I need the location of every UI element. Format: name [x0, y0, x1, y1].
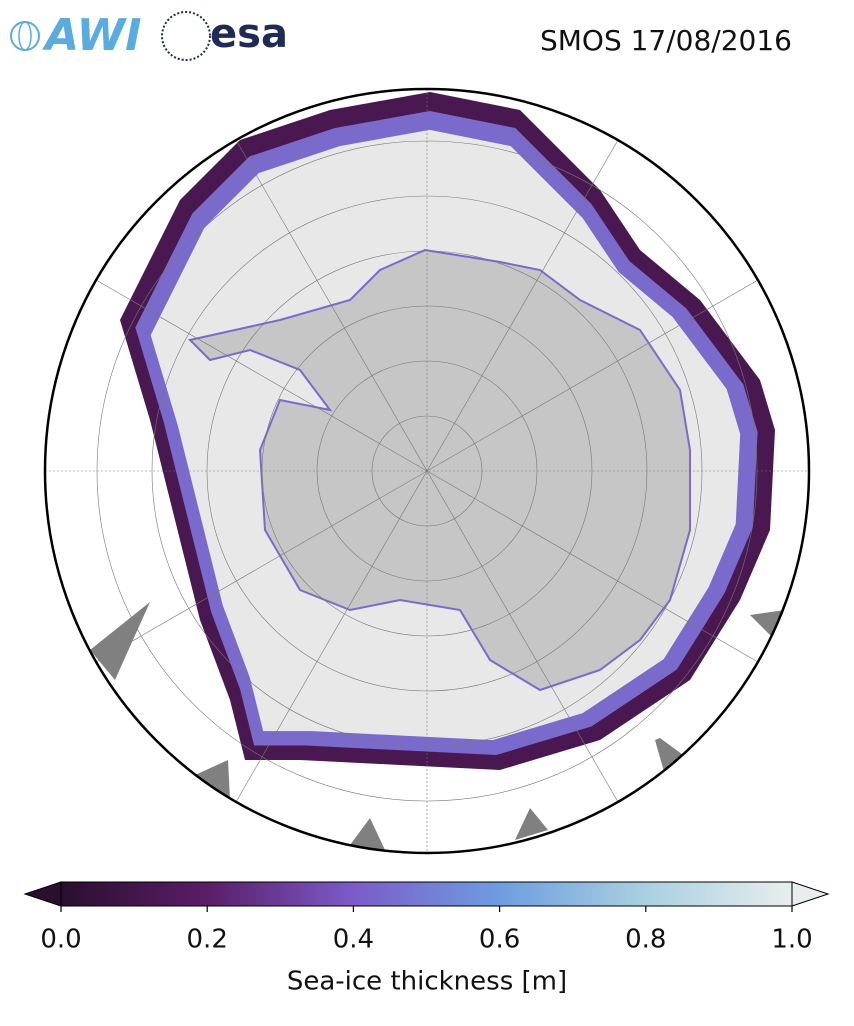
- colorbar-extend-high: [791, 881, 830, 907]
- title: SMOS 17/08/2016: [540, 24, 792, 57]
- colorbar-label: Sea-ice thickness [m]: [287, 967, 567, 997]
- map: [45, 89, 809, 853]
- tick-label: 0.2: [187, 925, 228, 955]
- tick-label: 0.0: [40, 925, 81, 955]
- awi-logo: AWI: [10, 10, 142, 61]
- colorbar-scale: [60, 881, 793, 907]
- esa-text: esa: [210, 11, 288, 57]
- tick-label: 1.0: [771, 925, 812, 955]
- tick-label: 0.6: [479, 925, 520, 955]
- colorbar-extend-low: [23, 881, 62, 907]
- esa-logo: esa: [161, 11, 288, 61]
- map-border: [43, 87, 811, 855]
- tick-label: 0.8: [625, 925, 666, 955]
- tick-label: 0.4: [333, 925, 374, 955]
- colorbar: 0.0 0.2 0.4 0.6 0.8 1.0: [23, 881, 830, 955]
- graticule: [45, 89, 809, 853]
- awi-text: AWI: [42, 10, 142, 61]
- antarctica: [188, 248, 691, 692]
